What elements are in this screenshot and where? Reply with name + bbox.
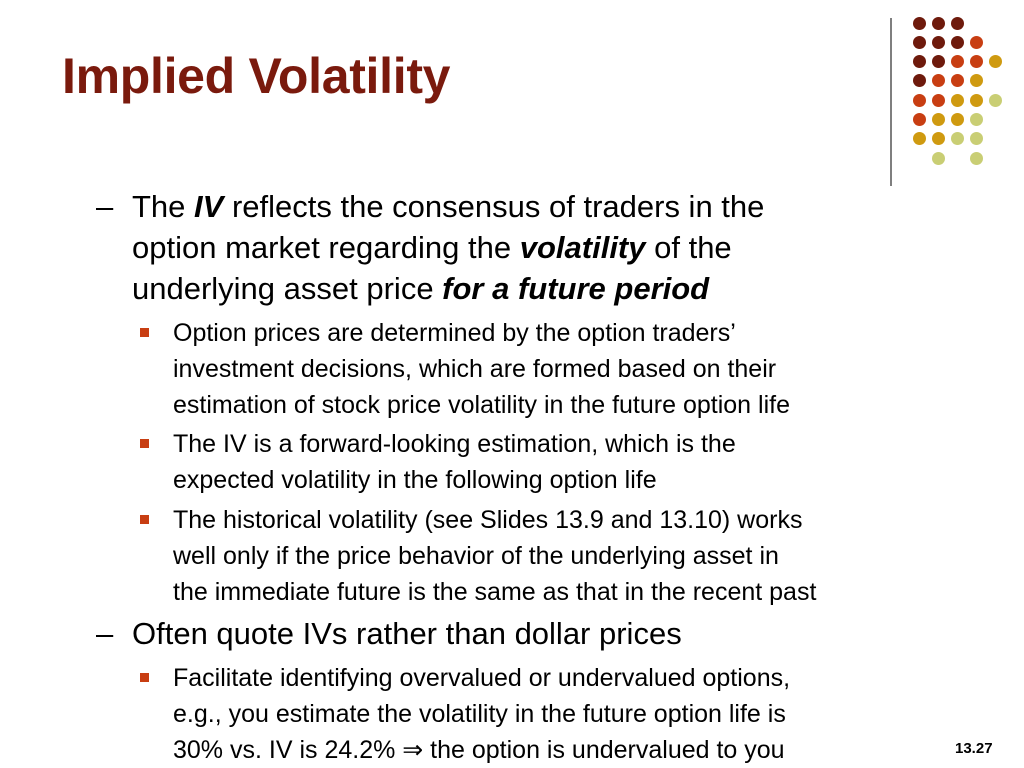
bullet-line: 30% vs. IV is 24.2% ⇒ the option is unde…: [173, 736, 785, 764]
decorative-dot: [912, 35, 926, 49]
bullet-line: The historical volatility (see Slides 13…: [173, 506, 803, 534]
bullet-line: estimation of stock price volatility in …: [173, 391, 790, 419]
bullet-emphasis-iv: IV: [194, 189, 224, 224]
decorative-dot: [988, 93, 1002, 107]
dash-bullet-marker: –: [96, 189, 114, 224]
bullet-line: e.g., you estimate the volatility in the…: [173, 700, 786, 728]
bullet-line: Facilitate identifying overvalued or und…: [173, 664, 791, 692]
decorative-dot: [988, 55, 1002, 69]
square-bullet-icon: [140, 673, 149, 682]
slide-number: 13.27: [955, 740, 993, 757]
decorative-dot: [950, 55, 964, 69]
decorative-dot: [969, 132, 983, 146]
decorative-dot: [931, 16, 945, 30]
dash-bullet-marker: –: [96, 616, 114, 651]
bullet-line: The IV is a forward-looking estimation, …: [173, 430, 736, 458]
bullet-emphasis-future-period: for a future period: [442, 271, 710, 306]
decorative-dot: [912, 16, 926, 30]
decorative-dot: [969, 113, 983, 126]
bullet-text-segment: underlying asset price: [132, 271, 443, 306]
bullet-text: The IV reflects the consensus of traders…: [96, 186, 896, 309]
decorative-dot: [969, 93, 983, 107]
decorative-dot: [931, 74, 945, 88]
decorative-dot: [950, 113, 964, 126]
bullet-line: Often quote IVs rather than dollar price…: [132, 616, 682, 651]
bullet-text: Facilitate identifying overvalued or und…: [140, 660, 990, 768]
decorative-dot: [969, 151, 983, 165]
square-bullet-icon: [140, 328, 149, 337]
decorative-dot: [931, 151, 945, 165]
decorative-dot: [912, 93, 926, 107]
decorative-dot: [931, 93, 945, 107]
bullet-text: Option prices are determined by the opti…: [140, 315, 990, 423]
decorative-dot: [950, 35, 964, 49]
decorative-dot: [912, 113, 926, 126]
bullet-line: expected volatility in the following opt…: [173, 466, 657, 494]
sub-bullet-facilitate-identifying: Facilitate identifying overvalued or und…: [140, 660, 990, 768]
decorative-dot-grid: [0, 0, 1024, 180]
decorative-dot: [912, 74, 926, 88]
bullet-text: The historical volatility (see Slides 13…: [140, 502, 990, 610]
decorative-dot: [931, 55, 945, 69]
decorative-dot: [931, 35, 945, 49]
bullet-text-segment: of the: [645, 230, 732, 265]
bullet-emphasis-volatility: volatility: [519, 230, 646, 265]
decorative-dot: [969, 74, 983, 88]
decorative-dot: [912, 55, 926, 69]
bullet-text-segment: The: [132, 189, 195, 224]
slide-title: Implied Volatility: [62, 48, 451, 104]
bullet-iv-consensus: – The IV reflects the consensus of trade…: [96, 186, 896, 309]
decorative-dot: [969, 55, 983, 69]
bullet-line: well only if the price behavior of the u…: [173, 542, 779, 570]
bullet-text-segment: reflects the consensus of traders in the: [223, 189, 765, 224]
decorative-dot: [931, 132, 945, 146]
decorative-dot: [931, 113, 945, 126]
sub-bullet-forward-looking: The IV is a forward-looking estimation, …: [140, 426, 990, 498]
decorative-dot: [950, 74, 964, 88]
decorative-dot: [912, 132, 926, 146]
bullet-line: investment decisions, which are formed b…: [173, 355, 777, 383]
decorative-dot: [950, 132, 964, 146]
square-bullet-icon: [140, 515, 149, 524]
bullet-line: Option prices are determined by the opti…: [173, 319, 736, 347]
bullet-line: the immediate future is the same as that…: [173, 578, 817, 606]
sub-bullet-historical-volatility: The historical volatility (see Slides 13…: [140, 502, 990, 610]
title-divider-line: [890, 18, 892, 186]
square-bullet-icon: [140, 439, 149, 448]
decorative-dot: [950, 93, 964, 107]
sub-bullet-option-prices: Option prices are determined by the opti…: [140, 315, 990, 423]
decorative-dot: [969, 35, 983, 49]
bullet-quote-ivs: – Often quote IVs rather than dollar pri…: [96, 613, 896, 654]
bullet-text-segment: option market regarding the: [132, 230, 520, 265]
bullet-text: The IV is a forward-looking estimation, …: [140, 426, 990, 498]
decorative-dot: [950, 16, 964, 30]
